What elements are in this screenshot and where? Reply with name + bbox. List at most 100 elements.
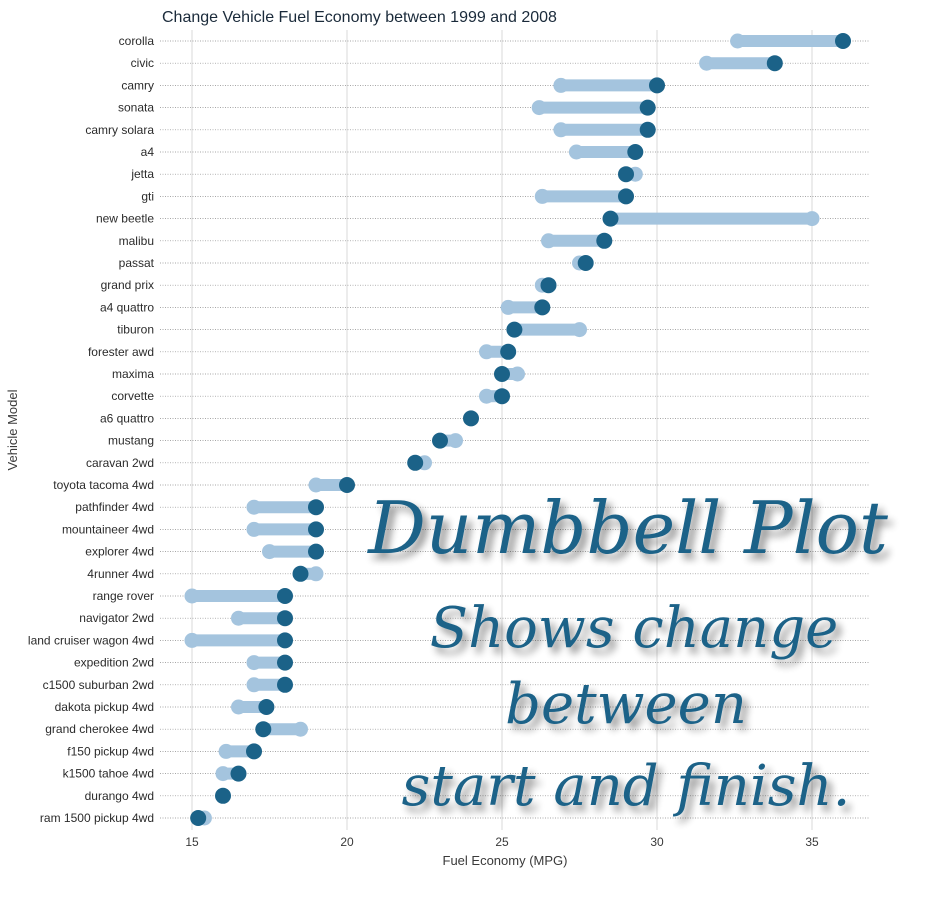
y-tick-label: mountaineer 4wd: [62, 522, 154, 536]
y-tick-label: expedition 2wd: [74, 656, 154, 670]
y-tick-label: new beetle: [96, 212, 154, 226]
end-point: [506, 321, 523, 338]
end-point: [596, 232, 613, 249]
y-tick-label: camry solara: [85, 123, 154, 137]
end-point: [277, 610, 293, 627]
end-point: [308, 543, 324, 560]
y-tick-label: pathfinder 4wd: [75, 500, 154, 514]
y-tick-label: dakota pickup 4wd: [55, 700, 154, 714]
x-tick-label: 25: [495, 835, 509, 849]
y-tick-label: 4runner 4wd: [87, 567, 154, 581]
y-tick-label: malibu: [119, 234, 154, 248]
y-tick-label: a6 quattro: [100, 411, 154, 425]
end-point: [494, 366, 510, 382]
x-axis-ticks: 15 20 25 30 35: [185, 835, 819, 849]
y-tick-label: a4: [141, 145, 155, 159]
overlay-line-1: Shows change: [430, 596, 839, 661]
overlay-line-2: between: [505, 672, 747, 737]
start-point: [246, 677, 262, 693]
y-tick-label: grand prix: [101, 278, 154, 292]
end-point: [577, 255, 594, 271]
end-point: [258, 699, 275, 715]
end-point: [639, 99, 656, 116]
y-tick-label: civic: [131, 56, 154, 70]
start-point: [534, 188, 550, 204]
overlay-headline: Dumbbell Plot: [366, 486, 889, 570]
end-point: [292, 565, 309, 582]
start-point: [479, 388, 494, 404]
start-point: [553, 77, 569, 93]
end-point: [627, 144, 644, 160]
y-tick-label: range rover: [93, 589, 154, 603]
gridlines: [191, 30, 813, 830]
start-point: [730, 33, 746, 49]
y-tick-label: corvette: [111, 389, 154, 403]
y-tick-label: sonata: [118, 101, 154, 115]
y-tick-label: k1500 tahoe 4wd: [63, 767, 154, 781]
start-point: [510, 366, 525, 382]
y-tick-label: jetta: [130, 167, 154, 181]
start-point: [541, 233, 556, 249]
y-tick-label: gti: [141, 189, 154, 203]
end-point: [277, 654, 293, 671]
end-point: [308, 521, 324, 538]
start-point: [246, 521, 262, 537]
start-point: [553, 122, 569, 138]
start-point: [231, 699, 246, 715]
y-tick-label: durango 4wd: [85, 789, 154, 803]
y-axis-title: Vehicle Model: [5, 389, 20, 470]
start-point: [246, 499, 262, 515]
end-point: [618, 166, 634, 183]
start-point: [293, 721, 308, 737]
end-point: [618, 188, 634, 205]
start-point: [572, 322, 587, 338]
start-point: [246, 655, 262, 671]
end-point: [246, 743, 262, 760]
end-point: [649, 77, 665, 94]
x-tick-label: 20: [340, 835, 354, 849]
end-point: [766, 55, 783, 72]
y-tick-label: c1500 suburban 2wd: [43, 678, 154, 692]
y-tick-label: navigator 2wd: [79, 611, 154, 625]
start-point: [479, 344, 494, 360]
end-point: [494, 388, 510, 405]
start-point: [262, 544, 277, 560]
y-tick-label: corolla: [119, 34, 155, 48]
y-tick-label: explorer 4wd: [85, 545, 154, 559]
end-point: [230, 765, 247, 782]
y-tick-label: passat: [119, 256, 155, 270]
x-axis-title: Fuel Economy (MPG): [443, 853, 568, 868]
y-tick-label: maxima: [112, 367, 154, 381]
end-point: [534, 299, 551, 316]
end-point: [463, 410, 479, 427]
category-rows: corolla civic camry sonata camry solara a4 jet…: [28, 34, 870, 825]
y-tick-label: grand cherokee 4wd: [45, 722, 154, 736]
start-point: [184, 588, 200, 604]
end-point: [190, 810, 207, 826]
end-point: [432, 432, 448, 449]
y-tick-label: ram 1500 pickup 4wd: [40, 811, 154, 825]
dumbbell-marks: [184, 33, 851, 826]
y-tick-label: f150 pickup 4wd: [67, 744, 154, 758]
y-tick-label: camry: [121, 78, 154, 92]
end-point: [639, 121, 656, 138]
start-point: [448, 433, 463, 449]
start-point: [500, 299, 516, 315]
end-point: [339, 477, 355, 493]
y-tick-label: a4 quattro: [100, 300, 154, 314]
end-point: [602, 210, 619, 227]
y-tick-label: tiburon: [117, 323, 154, 337]
start-point: [308, 566, 324, 582]
end-point: [500, 343, 517, 360]
start-point: [699, 55, 715, 71]
x-tick-label: 30: [650, 835, 664, 849]
end-point: [540, 277, 557, 294]
x-tick-label: 35: [805, 835, 819, 849]
start-point: [184, 632, 200, 648]
end-point: [215, 787, 231, 804]
overlay-line-3: start and finish.: [402, 754, 851, 819]
end-point: [277, 676, 293, 693]
end-point: [255, 721, 272, 738]
start-point: [531, 100, 547, 116]
